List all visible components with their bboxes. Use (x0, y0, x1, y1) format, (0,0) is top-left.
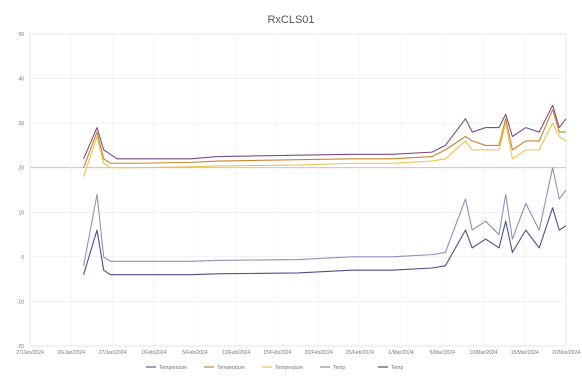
series-line-3 (83, 122, 567, 177)
legend-label: Temp (333, 365, 345, 371)
x-tick-label: 20/Feb/2024 (305, 350, 333, 356)
y-tick-label: -10 (17, 299, 24, 305)
chart-title: RxCLS01 (267, 14, 314, 26)
y-tick-label: 30 (18, 121, 24, 127)
x-tick-label: 27/Jan/2024 (16, 350, 44, 356)
x-tick-label: 15/Feb/2024 (263, 350, 291, 356)
x-tick-label: 20/Mar/2024 (552, 350, 580, 356)
x-tick-label: 5/Mar/2024 (430, 350, 456, 356)
series-line-1 (83, 104, 567, 160)
y-tick-label: 50 (18, 32, 24, 38)
x-tick-label: 25/Feb/2024 (346, 350, 374, 356)
y-tick-label: 40 (18, 77, 24, 83)
x-tick-label: 1/Feb/2024 (141, 350, 167, 356)
x-tick-label: 1/Mar/2024 (388, 350, 414, 356)
legend-label: Temperature (217, 365, 245, 371)
legend-label: Temperature (275, 365, 303, 371)
x-tick-label: 15/Mar/2024 (511, 350, 539, 356)
x-tick-label: 26/Jan/2024 (57, 350, 85, 356)
y-tick-label: 0 (21, 255, 24, 261)
x-tick-label: 10/Feb/2024 (222, 350, 250, 356)
series-line-5 (83, 207, 567, 276)
y-tick-label: 10 (18, 210, 24, 216)
series-line-2 (83, 109, 566, 168)
x-tick-label: 27/Jan/2024 (99, 350, 127, 356)
legend-label: Temperature (159, 365, 187, 371)
legend-label: Temp (391, 365, 403, 371)
series-line-4 (83, 167, 567, 266)
x-tick-label: 5/Feb/2024 (182, 350, 208, 356)
y-tick-label: 20 (18, 166, 24, 172)
x-tick-label: 10/Mar/2024 (469, 350, 497, 356)
y-tick-label: -20 (17, 344, 24, 350)
plot-area (29, 33, 567, 347)
